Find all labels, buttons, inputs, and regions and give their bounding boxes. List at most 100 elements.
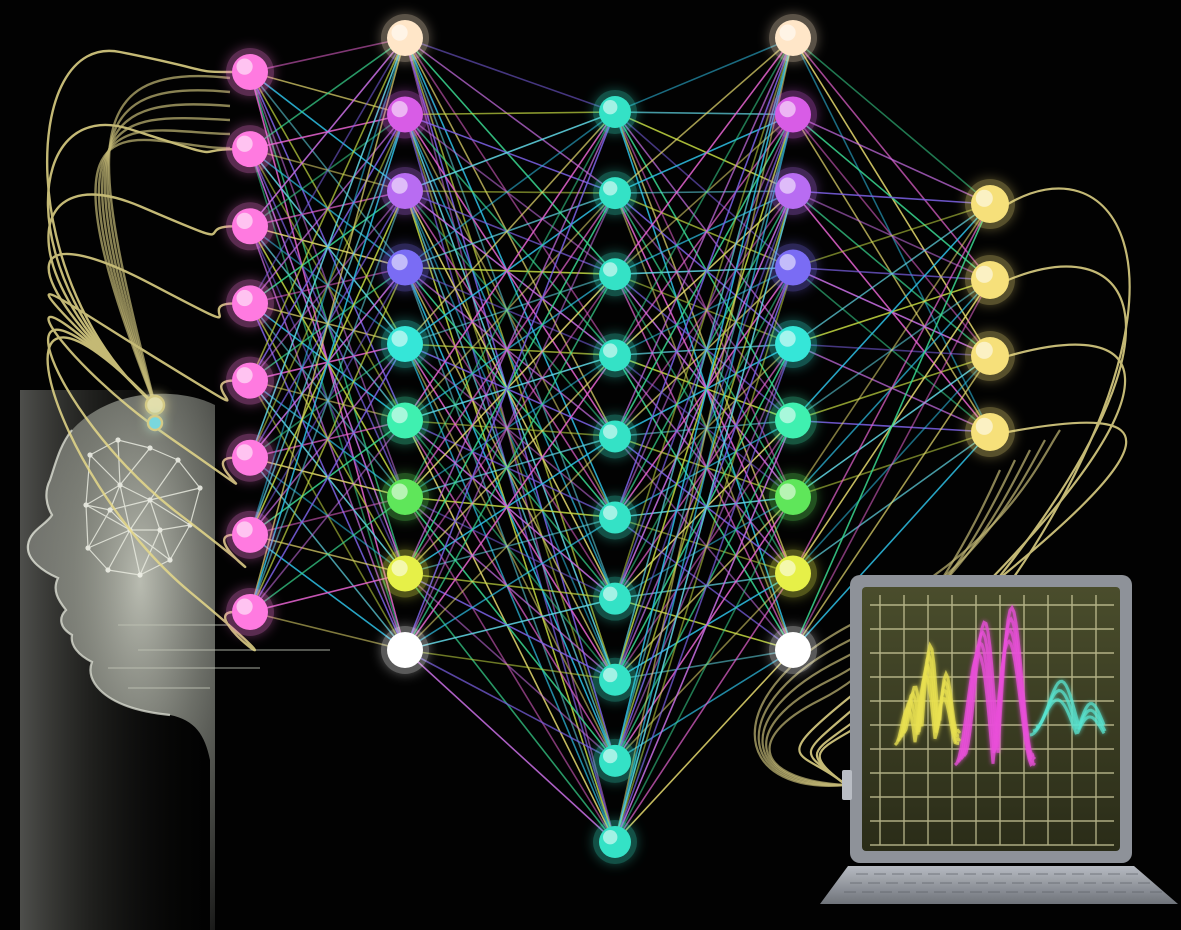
connection-line: [614, 192, 794, 345]
mesh-edge: [89, 454, 121, 486]
connection-line: [404, 273, 616, 345]
connection-line: [404, 496, 616, 843]
connection-line: [249, 496, 406, 613]
connection-line: [614, 267, 794, 519]
mesh-edge: [129, 499, 151, 531]
mesh-vertex: [83, 502, 89, 508]
connection-line: [404, 419, 616, 600]
signal-wire: [46, 123, 235, 406]
connection-line: [614, 572, 794, 681]
mesh-vertex: [175, 457, 181, 463]
signal-wire: [46, 336, 256, 652]
connection-line: [614, 190, 794, 356]
node-highlight: [236, 289, 253, 307]
connection-line: [614, 273, 794, 498]
connection-line: [404, 572, 616, 762]
connection-line: [614, 266, 794, 357]
connection-line: [614, 343, 794, 600]
hidden-layer-3-node: [769, 14, 817, 62]
connection-line: [792, 355, 991, 575]
signal-wire: [47, 293, 235, 406]
connection-line: [792, 203, 991, 345]
connection-line: [404, 343, 616, 762]
mesh-edge: [119, 484, 151, 501]
mesh-edge: [87, 547, 109, 571]
mesh-edge: [107, 529, 131, 571]
connection-line: [614, 192, 794, 498]
connection-line: [614, 190, 794, 275]
connection-line: [614, 190, 794, 194]
connection-line: [249, 114, 406, 613]
connection-line: [404, 516, 616, 651]
connection-line: [404, 267, 616, 681]
laptop-keys: [844, 873, 1162, 893]
head-signal-node: [144, 394, 166, 416]
connection-line: [249, 267, 406, 613]
mesh-edge: [177, 459, 201, 489]
brain-wireframe-icon: [83, 437, 203, 578]
connection-line: [614, 190, 794, 437]
mesh-edge: [169, 524, 191, 561]
connection-line: [249, 419, 406, 613]
hidden-layer-1-node: [381, 14, 429, 62]
connection-line: [614, 111, 794, 651]
connection-line: [792, 203, 991, 269]
input-layer-node: [226, 433, 274, 482]
connection-line: [249, 190, 406, 382]
connection-line: [249, 190, 406, 613]
connection-line: [614, 37, 794, 518]
node-highlight: [603, 424, 618, 439]
connection-line: [249, 37, 406, 381]
connection-line: [614, 114, 794, 762]
connection-line: [614, 649, 794, 843]
connection-line: [614, 496, 794, 681]
node-highlight: [236, 58, 253, 75]
hidden-layer-1-node: [381, 320, 429, 368]
signal-wire: [761, 449, 1031, 787]
hidden-layer-1-node: [381, 549, 429, 598]
node-highlight: [391, 636, 408, 653]
connection-line: [614, 435, 794, 498]
connection-line: [404, 111, 616, 192]
mesh-edge: [159, 529, 171, 561]
hidden-layer-2-node: [593, 90, 637, 134]
mesh-edge: [149, 447, 179, 461]
connection-line: [614, 37, 794, 843]
screen-waveform: [893, 604, 1107, 767]
hidden-layer-3-node: [769, 626, 817, 674]
hidden-layer-3-node: [769, 473, 817, 521]
connection-line: [614, 37, 794, 194]
connection-line: [404, 419, 616, 438]
mesh-edge: [107, 569, 141, 576]
connection-line: [614, 37, 794, 113]
laptop-keyboard: [820, 866, 1178, 904]
connection-line: [614, 267, 794, 843]
node-highlight: [391, 407, 408, 424]
mesh-edge: [129, 529, 141, 576]
connection-line: [404, 37, 616, 599]
mesh-edge: [109, 499, 151, 511]
connection-line: [404, 114, 616, 437]
connection-line: [249, 37, 406, 227]
hidden-layer-2-node: [593, 252, 637, 297]
mesh-vertex: [167, 557, 173, 563]
node-highlight: [779, 636, 796, 653]
connection-line: [249, 37, 406, 613]
connection-line: [404, 113, 616, 275]
connection-line: [404, 37, 616, 681]
connection-line: [404, 190, 616, 681]
mesh-edge: [85, 504, 131, 531]
connection-line: [249, 572, 406, 613]
connection-line: [614, 343, 794, 519]
mesh-edge: [149, 499, 191, 526]
connection-line: [404, 572, 616, 600]
node-highlight: [236, 598, 253, 615]
connection-line: [404, 111, 616, 421]
connection-line: [404, 649, 616, 762]
mesh-edge: [129, 529, 171, 561]
connection-line: [404, 343, 616, 600]
node-highlight: [236, 521, 253, 538]
connection-line: [614, 266, 794, 438]
connection-line: [249, 343, 406, 459]
